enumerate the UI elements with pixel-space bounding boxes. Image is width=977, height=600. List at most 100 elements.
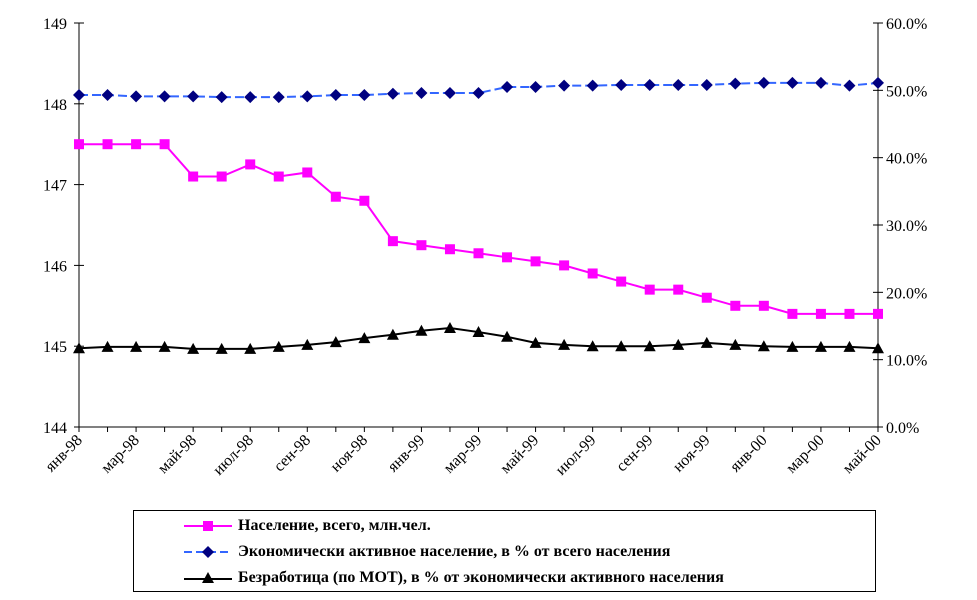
data-point-square	[159, 139, 170, 150]
data-point-square	[444, 244, 455, 255]
legend: Население, всего, млн.чел. Экономически …	[133, 510, 876, 592]
data-point-diamond	[615, 78, 628, 91]
data-point-diamond	[187, 90, 200, 103]
data-point-square	[673, 284, 684, 295]
data-point-triangle	[501, 330, 514, 342]
data-point-diamond	[529, 80, 542, 93]
data-point-triangle	[101, 340, 114, 352]
data-point-diamond	[272, 91, 285, 104]
data-point-square	[815, 308, 826, 319]
data-point-triangle	[301, 338, 314, 350]
data-point-diamond	[700, 78, 713, 91]
x-tick-label: мар-00	[783, 432, 828, 477]
data-point-square	[188, 171, 199, 182]
x-tick-label: сен-98	[271, 432, 314, 475]
data-point-triangle	[358, 332, 371, 344]
data-point-square	[102, 139, 113, 150]
x-tick-label: янв-98	[42, 432, 86, 476]
chart: 144 145 146 147 148 149 0.0% 10.0% 20.0% 30.0% 40.…	[42, 16, 927, 479]
legend-item-population: Население, всего, млн.чел.	[184, 515, 431, 537]
data-point-diamond	[244, 91, 257, 104]
legend-label: Экономически активное население, в % от …	[238, 543, 671, 560]
data-point-square	[245, 159, 256, 170]
legend-label: Безработица (по МОТ), в % от экономическ…	[238, 569, 724, 586]
data-point-square	[273, 171, 284, 182]
data-point-triangle	[586, 340, 599, 352]
data-point-square	[473, 248, 484, 259]
data-point-triangle	[558, 338, 571, 350]
data-point-diamond	[158, 90, 171, 103]
data-point-triangle	[729, 338, 742, 350]
data-point-square	[616, 276, 627, 287]
x-tick-label: май-98	[155, 432, 200, 477]
data-point-triangle	[158, 340, 171, 352]
data-point-triangle	[757, 340, 770, 352]
data-point-diamond	[358, 89, 371, 102]
x-tick-label: мар-98	[98, 432, 143, 477]
data-point-square	[701, 292, 712, 303]
data-point-square	[730, 300, 741, 311]
data-point-triangle	[529, 336, 542, 348]
data-point-diamond	[101, 89, 114, 102]
data-point-diamond	[814, 76, 827, 89]
data-point-diamond	[672, 78, 685, 91]
x-tick-label: янв-00	[727, 432, 771, 476]
legend-square-marker-icon	[184, 521, 232, 531]
data-point-triangle	[643, 340, 656, 352]
data-point-triangle	[415, 324, 428, 336]
x-tick-label: май-99	[497, 432, 542, 477]
data-point-triangle	[443, 322, 456, 334]
left-tick-label: 146	[43, 258, 67, 275]
x-tick-label: сен-99	[613, 432, 656, 475]
data-point-diamond	[386, 87, 399, 100]
right-tick-label: 10.0%	[886, 353, 927, 370]
data-point-diamond	[586, 79, 599, 92]
data-point-diamond	[872, 76, 884, 89]
data-point-diamond	[558, 79, 571, 92]
right-tick-label: 60.0%	[886, 16, 927, 33]
data-point-diamond	[501, 80, 514, 93]
data-point-square	[559, 260, 570, 271]
x-tick-label: ноя-99	[670, 432, 714, 476]
x-tick-label: ноя-98	[327, 432, 371, 476]
data-point-triangle	[329, 336, 342, 348]
data-point-triangle	[872, 342, 884, 354]
right-tick-label: 30.0%	[886, 218, 927, 235]
data-point-diamond	[215, 91, 228, 104]
data-point-diamond	[443, 87, 456, 100]
data-point-square	[587, 268, 598, 279]
data-point-triangle	[386, 328, 399, 340]
data-point-square	[216, 171, 227, 182]
data-point-triangle	[73, 342, 85, 354]
data-point-triangle	[786, 340, 799, 352]
data-point-triangle	[272, 340, 285, 352]
data-point-triangle	[215, 342, 228, 354]
legend-triangle-marker-icon	[184, 572, 232, 583]
data-point-square	[387, 236, 398, 247]
data-point-square	[302, 167, 313, 178]
legend-label: Население, всего, млн.чел.	[238, 517, 431, 534]
data-point-triangle	[130, 340, 143, 352]
data-point-diamond	[130, 90, 143, 103]
data-point-square	[359, 195, 370, 206]
data-point-diamond	[729, 77, 742, 90]
data-point-diamond	[843, 79, 856, 92]
legend-diamond-marker-icon	[184, 546, 232, 558]
right-tick-label: 20.0%	[886, 285, 927, 302]
data-point-triangle	[472, 326, 485, 338]
right-tick-label: 0.0%	[886, 420, 919, 437]
x-tick-label: май-00	[840, 432, 885, 477]
right-tick-label: 40.0%	[886, 151, 927, 168]
data-point-triangle	[244, 342, 257, 354]
data-point-diamond	[643, 78, 656, 91]
left-tick-label: 148	[43, 97, 67, 114]
data-point-square	[330, 191, 341, 202]
data-point-diamond	[786, 76, 799, 89]
left-tick-label: 147	[43, 178, 67, 195]
legend-item-active-population: Экономически активное население, в % от …	[184, 541, 670, 563]
data-point-triangle	[187, 342, 200, 354]
x-tick-label: янв-99	[385, 432, 429, 476]
data-point-triangle	[843, 340, 856, 352]
data-point-diamond	[472, 87, 485, 100]
data-point-square	[131, 139, 142, 150]
